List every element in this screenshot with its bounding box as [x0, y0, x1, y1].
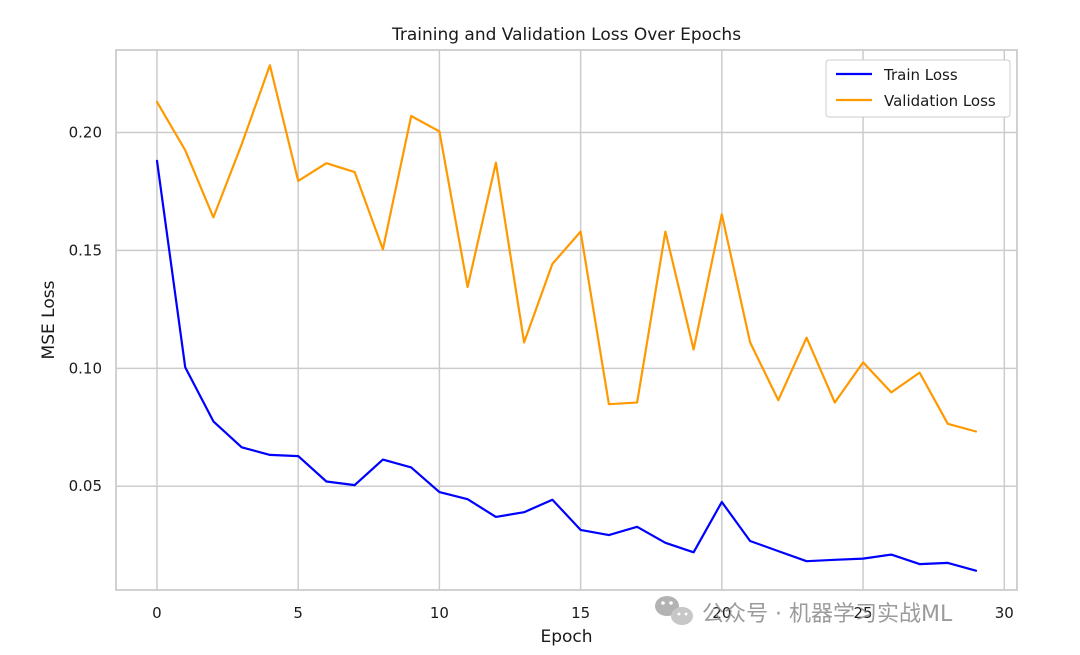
x-tick-label: 25 — [854, 604, 873, 622]
x-tick-label: 20 — [712, 604, 731, 622]
series-layer — [155, 64, 978, 572]
y-tick-label: 0.20 — [69, 124, 102, 142]
legend: Train Loss Validation Loss — [825, 59, 1011, 118]
watermark: 公众号 · 机器学习实战ML — [655, 596, 953, 627]
x-tick-label: 15 — [571, 604, 590, 622]
x-tick-label: 30 — [995, 604, 1014, 622]
watermark-text: 公众号 · 机器学习实战ML — [702, 602, 953, 627]
x-tick-label: 10 — [430, 604, 449, 622]
series-line-train-loss — [155, 159, 978, 572]
y-tick-label: 0.05 — [69, 477, 102, 495]
y-tick-label: 0.15 — [69, 241, 102, 259]
plot-frame — [115, 49, 1018, 591]
legend-label-validation-loss: Validation Loss — [884, 92, 996, 110]
chart-title: Training and Validation Loss Over Epochs — [391, 25, 741, 45]
series-line-validation-loss — [155, 64, 978, 433]
legend-label-train-loss: Train Loss — [883, 66, 958, 84]
x-tick-label: 5 — [293, 604, 303, 622]
x-tick-label: 0 — [152, 604, 162, 622]
x-axis-label: Epoch — [540, 627, 592, 647]
wechat-icon — [655, 596, 693, 625]
tick-labels: 0 5 10 15 20 25 30 0.05 0.10 0.15 0.20 — [69, 124, 1014, 622]
y-axis-label: MSE Loss — [39, 280, 59, 359]
grid — [116, 50, 1017, 590]
y-tick-label: 0.10 — [69, 359, 102, 377]
